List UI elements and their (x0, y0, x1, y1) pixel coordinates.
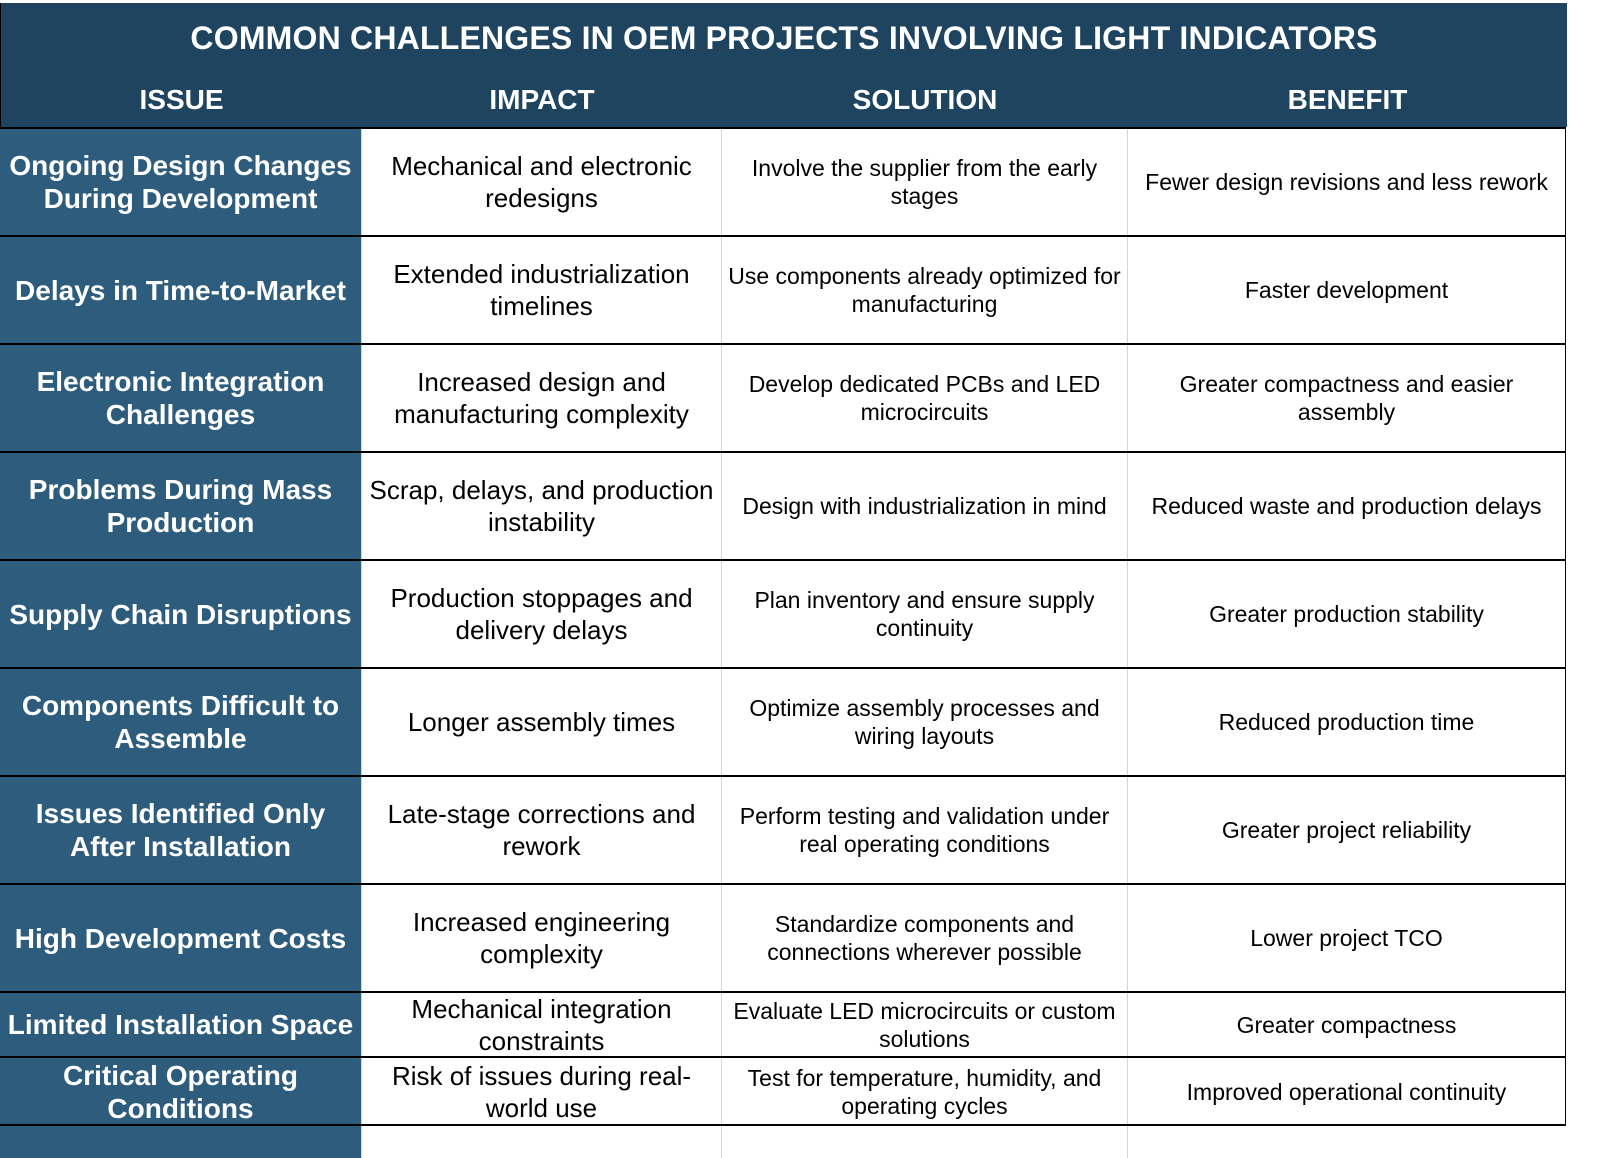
table-row: Electronic Integration Challenges Increa… (0, 343, 1566, 451)
table-row: Problems During Mass Production Scrap, d… (0, 451, 1566, 559)
benefit-cell: Faster development (1127, 237, 1566, 343)
table-row: Components Difficult to Assemble Longer … (0, 667, 1566, 775)
table-row: Limited Installation Space Mechanical in… (0, 991, 1566, 1056)
impact-cell: Scrap, delays, and production instabilit… (361, 453, 721, 559)
issue-cell: Supply Chain Disruptions (0, 561, 361, 667)
impact-cell: Late-stage corrections and rework (361, 777, 721, 883)
column-divider (361, 1126, 362, 1158)
issue-cell: Problems During Mass Production (0, 453, 361, 559)
column-header-issue: ISSUE (139, 84, 224, 115)
issue-cell: Limited Installation Space (0, 993, 361, 1056)
table-bottom-border (0, 1124, 1566, 1126)
impact-cell: Increased design and manufacturing compl… (361, 345, 721, 451)
issue-cell (0, 1126, 361, 1158)
impact-cell: Extended industrialization timelines (361, 237, 721, 343)
table-row: Critical Operating Conditions Risk of is… (0, 1056, 1566, 1126)
column-divider (1127, 1126, 1128, 1158)
solution-cell: Test for temperature, humidity, and oper… (721, 1058, 1127, 1126)
benefit-cell: Greater project reliability (1127, 777, 1566, 883)
impact-cell: Longer assembly times (361, 669, 721, 775)
table-row: Issues Identified Only After Installatio… (0, 775, 1566, 883)
benefit-cell: Reduced waste and production delays (1127, 453, 1566, 559)
table-row: Supply Chain Disruptions Production stop… (0, 559, 1566, 667)
impact-cell: Increased engineering complexity (361, 885, 721, 991)
benefit-cell: Greater production stability (1127, 561, 1566, 667)
solution-cell: Design with industrialization in mind (721, 453, 1127, 559)
solution-cell: Involve the supplier from the early stag… (721, 129, 1127, 235)
impact-cell: Production stoppages and delivery delays (361, 561, 721, 667)
solution-cell: Develop dedicated PCBs and LED microcirc… (721, 345, 1127, 451)
benefit-cell: Greater compactness and easier assembly (1127, 345, 1566, 451)
impact-cell: Risk of issues during real-world use (361, 1058, 721, 1126)
table-row: Ongoing Design Changes During Developmen… (0, 127, 1566, 235)
solution-cell: Evaluate LED microcircuits or custom sol… (721, 993, 1127, 1056)
issue-cell: Issues Identified Only After Installatio… (0, 777, 361, 883)
issue-cell: Ongoing Design Changes During Developmen… (0, 129, 361, 235)
column-header-benefit: BENEFIT (1287, 84, 1408, 115)
solution-cell: Plan inventory and ensure supply continu… (721, 561, 1127, 667)
table-row: Delays in Time-to-Market Extended indust… (0, 235, 1566, 343)
solution-cell: Perform testing and validation under rea… (721, 777, 1127, 883)
benefit-cell: Improved operational continuity (1127, 1058, 1566, 1126)
solution-cell: Use components already optimized for man… (721, 237, 1127, 343)
issue-cell: Critical Operating Conditions (0, 1058, 361, 1126)
benefit-cell: Fewer design revisions and less rework (1127, 129, 1566, 235)
issue-cell: Delays in Time-to-Market (0, 237, 361, 343)
benefit-cell: Greater compactness (1127, 993, 1566, 1056)
column-header-impact: IMPACT (489, 84, 595, 115)
solution-cell: Optimize assembly processes and wiring l… (721, 669, 1127, 775)
solution-cell: Standardize components and connections w… (721, 885, 1127, 991)
issue-cell: Components Difficult to Assemble (0, 669, 361, 775)
column-divider (721, 1126, 722, 1158)
issue-cell: Electronic Integration Challenges (0, 345, 361, 451)
column-header-solution: SOLUTION (852, 84, 998, 115)
table-header: COMMON CHALLENGES IN OEM PROJECTS INVOLV… (0, 3, 1567, 127)
table-title: COMMON CHALLENGES IN OEM PROJECTS INVOLV… (190, 19, 1378, 56)
table-row-partial (0, 1126, 1566, 1158)
benefit-cell: Lower project TCO (1127, 885, 1566, 991)
issue-cell: High Development Costs (0, 885, 361, 991)
impact-cell: Mechanical and electronic redesigns (361, 129, 721, 235)
benefit-cell: Reduced production time (1127, 669, 1566, 775)
impact-cell: Mechanical integration constraints (361, 993, 721, 1056)
table-row: High Development Costs Increased enginee… (0, 883, 1566, 991)
